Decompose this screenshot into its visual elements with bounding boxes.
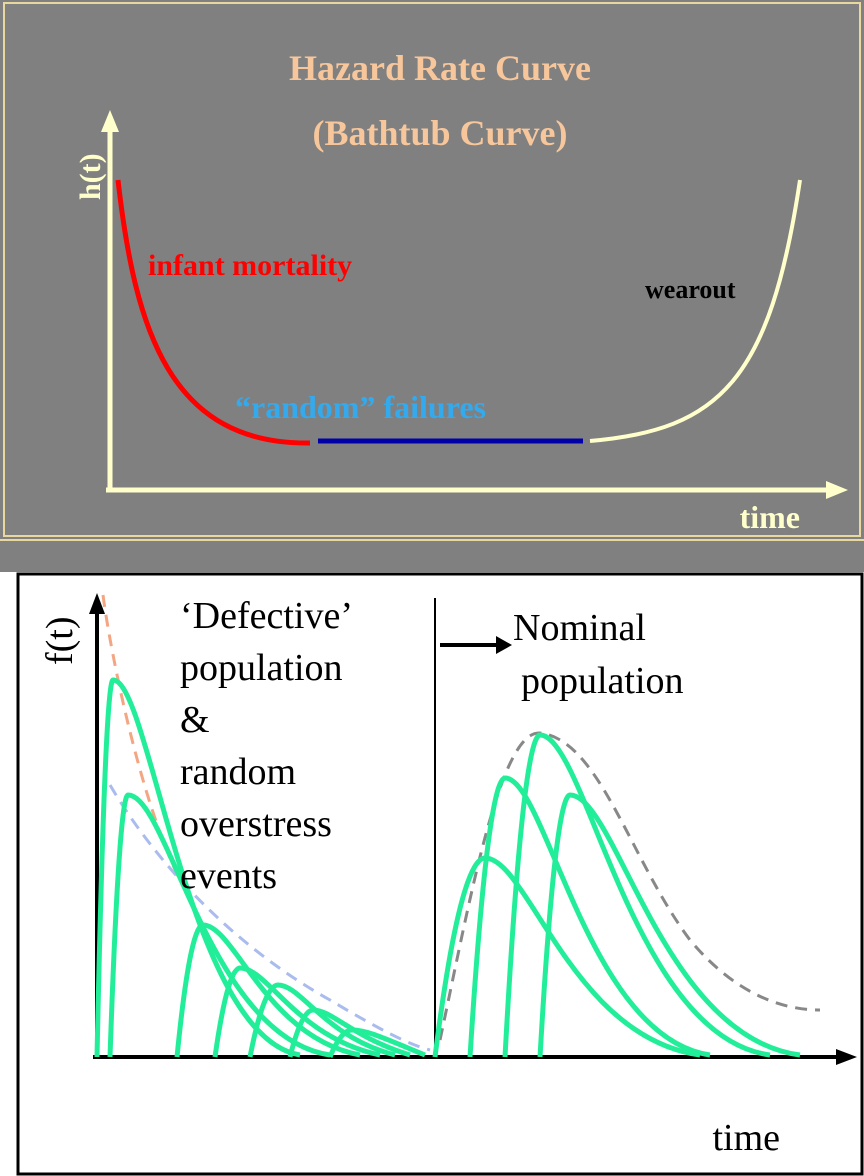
arrowhead — [826, 481, 848, 499]
arrowhead — [836, 1049, 857, 1065]
defective-line: events — [180, 855, 277, 897]
pulse-curve — [467, 775, 711, 1058]
bottom-panel — [16, 572, 864, 1176]
pulse-curve — [432, 855, 701, 1058]
top-axes — [106, 128, 830, 493]
pulse-curve — [94, 677, 301, 1058]
random-failures-label: “random” failures — [235, 389, 486, 425]
dashed-envelope — [108, 784, 431, 1052]
top-panel-bg — [0, 0, 864, 572]
defective-line: & — [180, 699, 210, 741]
pulse-curve — [502, 732, 771, 1058]
defective-line: ‘Defective’ — [180, 595, 353, 637]
defective-text: ‘Defective’ population & random overstress ev… — [180, 595, 353, 897]
infant-mortality-label: infant mortality — [148, 249, 352, 282]
nominal-line: Nominal — [513, 607, 646, 649]
pulses — [94, 677, 801, 1058]
pulse-curve — [212, 965, 381, 1058]
defective-line: overstress — [180, 803, 332, 845]
defective-line: population — [180, 647, 343, 689]
pulse-curve — [287, 1007, 411, 1058]
pulse-curve — [327, 1027, 426, 1058]
top-panel-border — [3, 2, 861, 537]
y-axis-label: h(t) — [74, 153, 107, 200]
title: (Bathtub Curve) — [312, 113, 567, 153]
nominal-line: population — [521, 660, 684, 702]
title: Hazard Rate Curve — [289, 48, 591, 88]
defective-line: random — [180, 751, 296, 793]
wearout-label: wearout — [645, 275, 736, 304]
arrowhead — [101, 110, 119, 132]
x-axis-label: time — [740, 499, 800, 535]
dashed-envelope — [101, 594, 182, 881]
nominal-text: Nominal population — [513, 607, 684, 702]
arrowhead — [496, 636, 512, 654]
pulse-curve — [537, 792, 801, 1058]
pulse-curve — [174, 922, 361, 1058]
y-axis-label: f(t) — [39, 616, 81, 665]
wearout-curve — [589, 179, 802, 443]
x-axis-label: time — [712, 1117, 780, 1159]
pulse-curve — [247, 982, 396, 1058]
infant-curve — [115, 179, 311, 446]
pulse-curve — [107, 792, 331, 1058]
arrowhead — [89, 593, 105, 614]
